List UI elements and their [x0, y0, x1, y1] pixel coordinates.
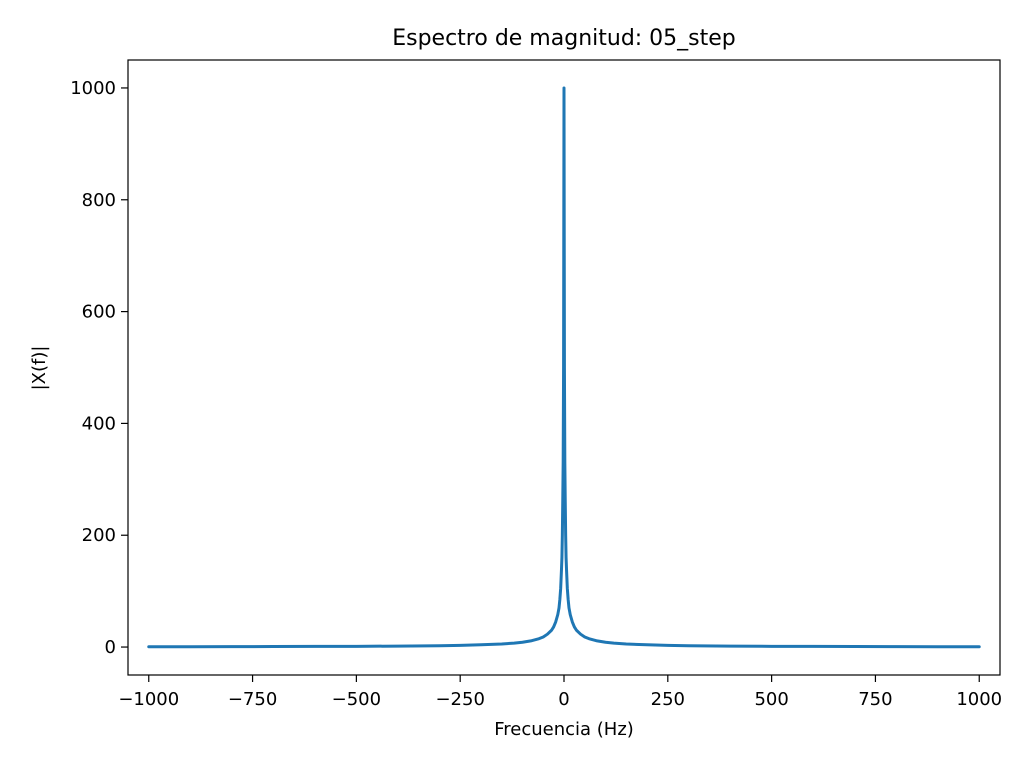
x-tick-label: 0 [558, 689, 569, 710]
y-tick-label: 600 [82, 302, 116, 323]
y-tick-label: 1000 [70, 78, 116, 99]
x-tick-label: 1000 [956, 689, 1002, 710]
chart-title: Espectro de magnitud: 05_step [392, 26, 736, 51]
y-tick-label: 0 [105, 637, 116, 658]
plot-area [147, 86, 981, 649]
x-tick-label: −750 [228, 689, 277, 710]
x-tick-label: 500 [754, 689, 788, 710]
x-tick-label: 750 [858, 689, 892, 710]
x-tick-label: −500 [332, 689, 381, 710]
y-tick-label: 200 [82, 525, 116, 546]
y-axis: 0 200 400 600 800 1000 [70, 78, 128, 658]
y-tick-label: 800 [82, 190, 116, 211]
x-axis: −1000 −750 −500 −250 0 250 500 750 1000 [118, 675, 1002, 710]
y-tick-label: 400 [82, 413, 116, 434]
x-tick-label: −250 [435, 689, 484, 710]
y-axis-label: |X(f)| [29, 346, 50, 391]
x-axis-label: Frecuencia (Hz) [494, 719, 634, 740]
series-line [147, 86, 981, 649]
x-tick-label: −1000 [118, 689, 179, 710]
x-tick-label: 250 [651, 689, 685, 710]
